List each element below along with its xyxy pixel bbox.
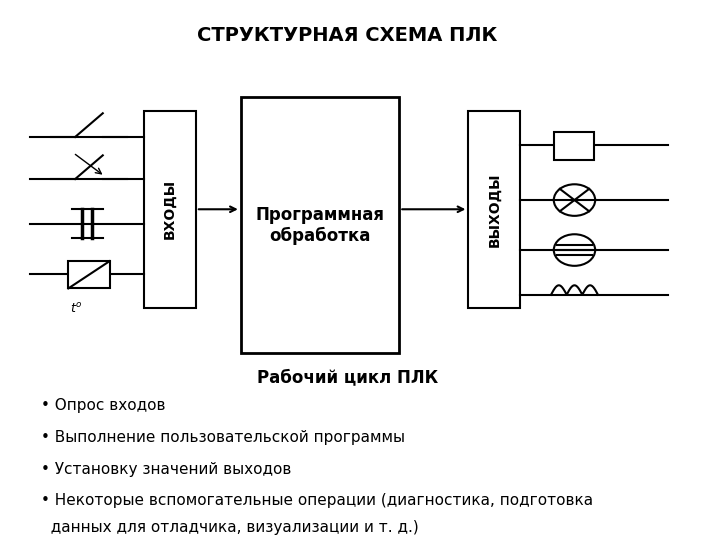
Text: Программная
обработка: Программная обработка	[256, 206, 384, 245]
Text: • Некоторые вспомогательные операции (диагностика, подготовка: • Некоторые вспомогательные операции (ди…	[41, 493, 593, 508]
Text: $t^o$: $t^o$	[71, 302, 83, 316]
Bar	[468, 111, 520, 308]
Text: Рабочий цикл ПЛК: Рабочий цикл ПЛК	[257, 368, 438, 387]
Bar	[240, 98, 400, 353]
Text: ВЫХОДЫ: ВЫХОДЫ	[487, 172, 501, 247]
Text: ВХОДЫ: ВХОДЫ	[163, 179, 177, 239]
Text: • Выполнение пользовательской программы: • Выполнение пользовательской программы	[41, 430, 405, 445]
Text: • Опрос входов: • Опрос входов	[41, 399, 165, 414]
Bar	[68, 261, 109, 288]
Bar	[554, 132, 595, 159]
Bar	[144, 111, 196, 308]
Text: СТРУКТУРНАЯ СХЕМА ПЛК: СТРУКТУРНАЯ СХЕМА ПЛК	[197, 26, 498, 45]
Text: данных для отладчика, визуализации и т. д.): данных для отладчика, визуализации и т. …	[41, 521, 418, 536]
Text: • Установку значений выходов: • Установку значений выходов	[41, 462, 291, 476]
